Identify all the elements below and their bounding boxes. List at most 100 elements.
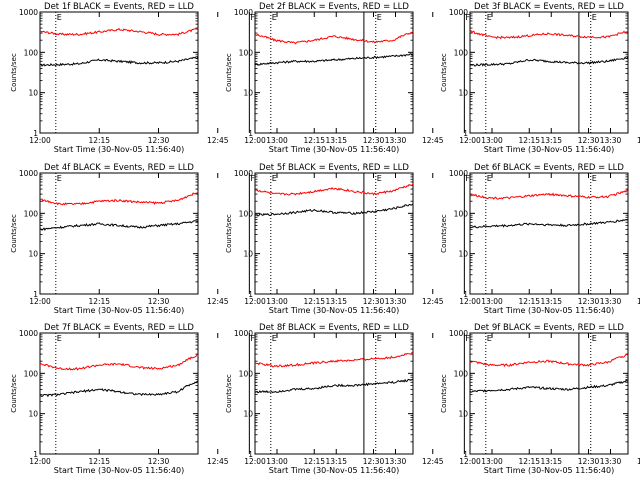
x-tick-label: 12:15: [518, 457, 540, 466]
series-line-events: [254, 53, 414, 66]
plot-frame: [469, 332, 629, 455]
x-tick-label: 13:30: [600, 297, 622, 306]
y-tick-label: 100: [239, 209, 254, 218]
x-tick-label: 13:30: [385, 297, 407, 306]
y-tick-label: 100: [24, 209, 39, 218]
y-tick-label: 1000: [234, 329, 253, 338]
plot-frame: [469, 172, 629, 295]
series-line-lld: [39, 353, 199, 371]
x-axis-title: Start Time (30-Nov-05 11:56:40): [54, 306, 184, 315]
x-tick-label: 13:15: [325, 457, 347, 466]
y-axis-title: Counts/sec: [10, 374, 18, 413]
x-tick-label: 12:15: [303, 136, 325, 145]
y-tick-label: 1: [33, 290, 38, 299]
event-marker-label: E: [272, 334, 277, 343]
y-tick-label: 1000: [19, 329, 38, 338]
x-axis-title: Start Time (30-Nov-05 11:56:40): [269, 306, 399, 315]
y-tick-label: 10: [28, 250, 38, 259]
y-tick-label: 100: [454, 369, 469, 378]
x-tick-label: 12:45: [422, 457, 444, 466]
y-axis-title: Counts/sec: [440, 374, 448, 413]
x-axis-title: Start Time (30-Nov-05 11:56:40): [269, 466, 399, 475]
y-tick-label: 100: [454, 48, 469, 57]
event-marker-label: E: [57, 174, 62, 183]
x-tick-label: 12:00: [244, 297, 266, 306]
y-tick-label: 1000: [449, 169, 468, 178]
x-tick-label: 12:00: [244, 457, 266, 466]
y-tick-label: 10: [243, 250, 253, 259]
y-axis-title: Counts/sec: [225, 374, 233, 413]
x-tick-label: 12:45: [637, 297, 640, 306]
panel-4: Det 4f BLACK = Events, RED = LLD 1 10 100 10…: [10, 163, 407, 315]
y-axis-title: Counts/sec: [440, 214, 448, 253]
panel-title: Det 1f BLACK = Events, RED = LLD: [44, 2, 194, 12]
y-tick-label: 10: [243, 410, 253, 419]
x-tick-label: 12:45: [207, 297, 229, 306]
y-tick-label: 1000: [449, 329, 468, 338]
plot-frame: [39, 172, 199, 295]
y-tick-label: 1: [463, 290, 468, 299]
x-axis-title: Start Time (30-Nov-05 11:56:40): [269, 145, 399, 154]
plot-frame: [39, 11, 199, 134]
y-axis-title: Counts/sec: [10, 214, 18, 253]
x-tick-label: 12:15: [518, 297, 540, 306]
x-tick-label: 12:45: [207, 136, 229, 145]
plot-frame: [39, 332, 199, 455]
series-line-events: [469, 379, 629, 393]
event-marker-label: F: [250, 334, 255, 343]
y-tick-label: 1000: [19, 169, 38, 178]
panel-title: Det 9f BLACK = Events, RED = LLD: [474, 323, 624, 333]
event-marker-label: E: [377, 174, 382, 183]
x-tick-label: 12:15: [88, 297, 110, 306]
x-tick-label: 12:00: [459, 297, 481, 306]
x-axis-title: Start Time (30-Nov-05 11:56:40): [484, 306, 614, 315]
y-axis-title: Counts/sec: [10, 53, 18, 92]
y-tick-label: 1000: [234, 8, 253, 17]
y-tick-label: 10: [243, 89, 253, 98]
x-tick-label: 12:45: [422, 297, 444, 306]
x-tick-label: 12:30: [578, 136, 600, 145]
y-tick-label: 1: [33, 129, 38, 138]
x-tick-label: 12:45: [637, 136, 640, 145]
y-tick-label: 100: [24, 48, 39, 57]
series-line-lld: [254, 183, 414, 196]
x-tick-label: 12:15: [518, 136, 540, 145]
x-tick-label: 12:00: [244, 136, 266, 145]
x-tick-label: 13:15: [540, 457, 562, 466]
panel-3: Det 3f BLACK = Events, RED = LLD 1 10 100 10…: [440, 2, 640, 154]
panel-8: Det 8f BLACK = Events, RED = LLD 1 10 100 10…: [225, 323, 622, 475]
x-tick-label: 13:30: [385, 457, 407, 466]
y-tick-label: 1: [248, 129, 253, 138]
x-tick-label: 12:30: [148, 457, 170, 466]
x-tick-label: 13:15: [540, 297, 562, 306]
panel-1: Det 1f BLACK = Events, RED = LLD 1 10 100 10…: [10, 2, 407, 154]
panel-5: Det 5f BLACK = Events, RED = LLD 1 10 100 10…: [225, 163, 622, 315]
y-tick-label: 100: [454, 209, 469, 218]
event-marker-label: E: [592, 334, 597, 343]
x-tick-label: 12:30: [363, 457, 385, 466]
y-tick-label: 10: [458, 89, 468, 98]
x-tick-label: 12:15: [88, 136, 110, 145]
panel-title: Det 6f BLACK = Events, RED = LLD: [474, 163, 624, 173]
x-tick-label: 12:15: [88, 457, 110, 466]
x-axis-title: Start Time (30-Nov-05 11:56:40): [54, 466, 184, 475]
panel-title: Det 7f BLACK = Events, RED = LLD: [44, 323, 194, 333]
y-tick-label: 1: [248, 450, 253, 459]
x-tick-label: 12:45: [422, 136, 444, 145]
series-line-events: [39, 56, 199, 67]
y-tick-label: 10: [458, 410, 468, 419]
event-marker-label: E: [57, 13, 62, 22]
x-tick-label: 12:45: [207, 457, 229, 466]
x-tick-label: 12:00: [29, 457, 51, 466]
x-tick-label: 13:15: [325, 297, 347, 306]
x-tick-label: 12:15: [303, 457, 325, 466]
series-line-events: [254, 203, 414, 217]
x-tick-label: 12:30: [363, 136, 385, 145]
panel-7: Det 7f BLACK = Events, RED = LLD 1 10 100 10…: [10, 323, 407, 475]
x-tick-label: 12:30: [578, 297, 600, 306]
y-tick-label: 1: [463, 129, 468, 138]
y-tick-label: 100: [24, 369, 39, 378]
series-line-events: [469, 56, 629, 67]
event-marker-label: E: [592, 13, 597, 22]
event-marker-label: F: [465, 13, 470, 22]
